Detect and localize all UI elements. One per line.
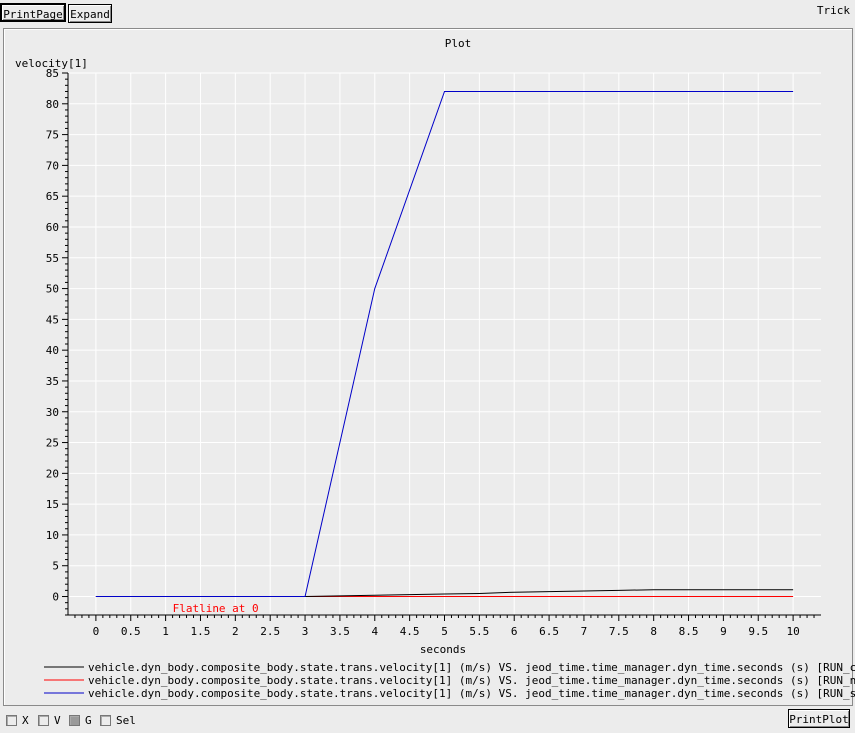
print-page-button[interactable]: PrintPage [0, 3, 66, 22]
expand-button[interactable]: Expand [68, 4, 112, 23]
checkbox-x[interactable]: X [6, 714, 29, 727]
x-tick-label: 8.5 [679, 625, 699, 638]
grid [68, 72, 821, 615]
x-tick-label: 4 [371, 625, 378, 638]
x-tick-label: 2 [232, 625, 239, 638]
y-tick-label: 45 [46, 313, 59, 326]
y-tick-label: 50 [46, 283, 59, 296]
y-tick-label: 80 [46, 98, 59, 111]
y-tick-label: 40 [46, 344, 59, 357]
checkbox-g[interactable]: G [69, 714, 92, 727]
checkbox-g-label: G [85, 714, 92, 727]
checkbox-v-label: V [54, 714, 61, 727]
checkbox-v[interactable]: V [38, 714, 61, 727]
x-tick-label: 2.5 [260, 625, 280, 638]
y-tick-label: 20 [46, 467, 59, 480]
legend-label-1: vehicle.dyn_body.composite_body.state.tr… [88, 674, 855, 687]
x-tick-label: 1 [162, 625, 169, 638]
checkbox-sel-label: Sel [116, 714, 136, 727]
y-tick-label: 35 [46, 375, 59, 388]
x-tick-label: 7.5 [609, 625, 629, 638]
x-tick-label: 9.5 [748, 625, 768, 638]
checkbox-sel[interactable]: Sel [100, 714, 136, 727]
y-axis-label: velocity[1] [15, 57, 88, 70]
y-tick-label: 70 [46, 159, 59, 172]
x-tick-label: 5 [441, 625, 448, 638]
axes: 0 0.5 1 1.5 2 2.5 3 3.5 4 4.5 5 5.5 6 6.5 7 7.5 8 8.5 9 9.5… [46, 67, 821, 638]
x-tick-label: 7 [581, 625, 588, 638]
x-tick-label: 0.5 [121, 625, 141, 638]
series-lines [95, 90, 794, 598]
y-tick-label: 85 [46, 67, 59, 80]
checkbox-x-box[interactable] [6, 715, 17, 726]
legend-label-0: vehicle.dyn_body.composite_body.state.tr… [88, 661, 855, 674]
series-line-2 [95, 90, 794, 598]
chart-title: Plot [445, 37, 472, 50]
checkbox-x-label: X [22, 714, 29, 727]
legend-label-2: vehicle.dyn_body.composite_body.state.tr… [88, 687, 855, 700]
x-axis-label: seconds [420, 643, 466, 656]
y-tick-label: 75 [46, 129, 59, 142]
y-tick-label: 5 [52, 560, 59, 573]
y-tick-label: 65 [46, 190, 59, 203]
annotations: Flatline at 0 [173, 602, 259, 615]
x-tick-label: 0 [93, 625, 100, 638]
x-tick-label: 1.5 [191, 625, 211, 638]
x-tick-label: 6.5 [539, 625, 559, 638]
y-tick-label: 60 [46, 221, 59, 234]
y-tick-label: 15 [46, 498, 59, 511]
x-tick-label: 3.5 [330, 625, 350, 638]
print-plot-button[interactable]: PrintPlot [788, 709, 850, 728]
x-tick-label: 10 [786, 625, 799, 638]
x-tick-label: 4.5 [400, 625, 420, 638]
x-tick-label: 9 [720, 625, 727, 638]
legend: vehicle.dyn_body.composite_body.state.tr… [44, 661, 855, 700]
flatline-annotation: Flatline at 0 [173, 602, 259, 615]
x-tick-label: 3 [302, 625, 309, 638]
y-tick-label: 10 [46, 529, 59, 542]
y-tick-label: 25 [46, 437, 59, 450]
x-tick-label: 5.5 [469, 625, 489, 638]
checkbox-v-box[interactable] [38, 715, 49, 726]
series-line-0 [95, 589, 794, 598]
plot-frame [3, 28, 853, 706]
checkbox-g-box[interactable] [69, 715, 80, 726]
x-tick-label: 8 [650, 625, 657, 638]
checkbox-sel-box[interactable] [100, 715, 111, 726]
y-tick-label: 0 [52, 591, 59, 604]
x-tick-label: 6 [511, 625, 518, 638]
bottom-bar: X V G Sel PrintPlot [0, 708, 855, 733]
app-label: Trick [816, 4, 850, 17]
y-tick-label: 55 [46, 252, 59, 265]
y-tick-label: 30 [46, 406, 59, 419]
